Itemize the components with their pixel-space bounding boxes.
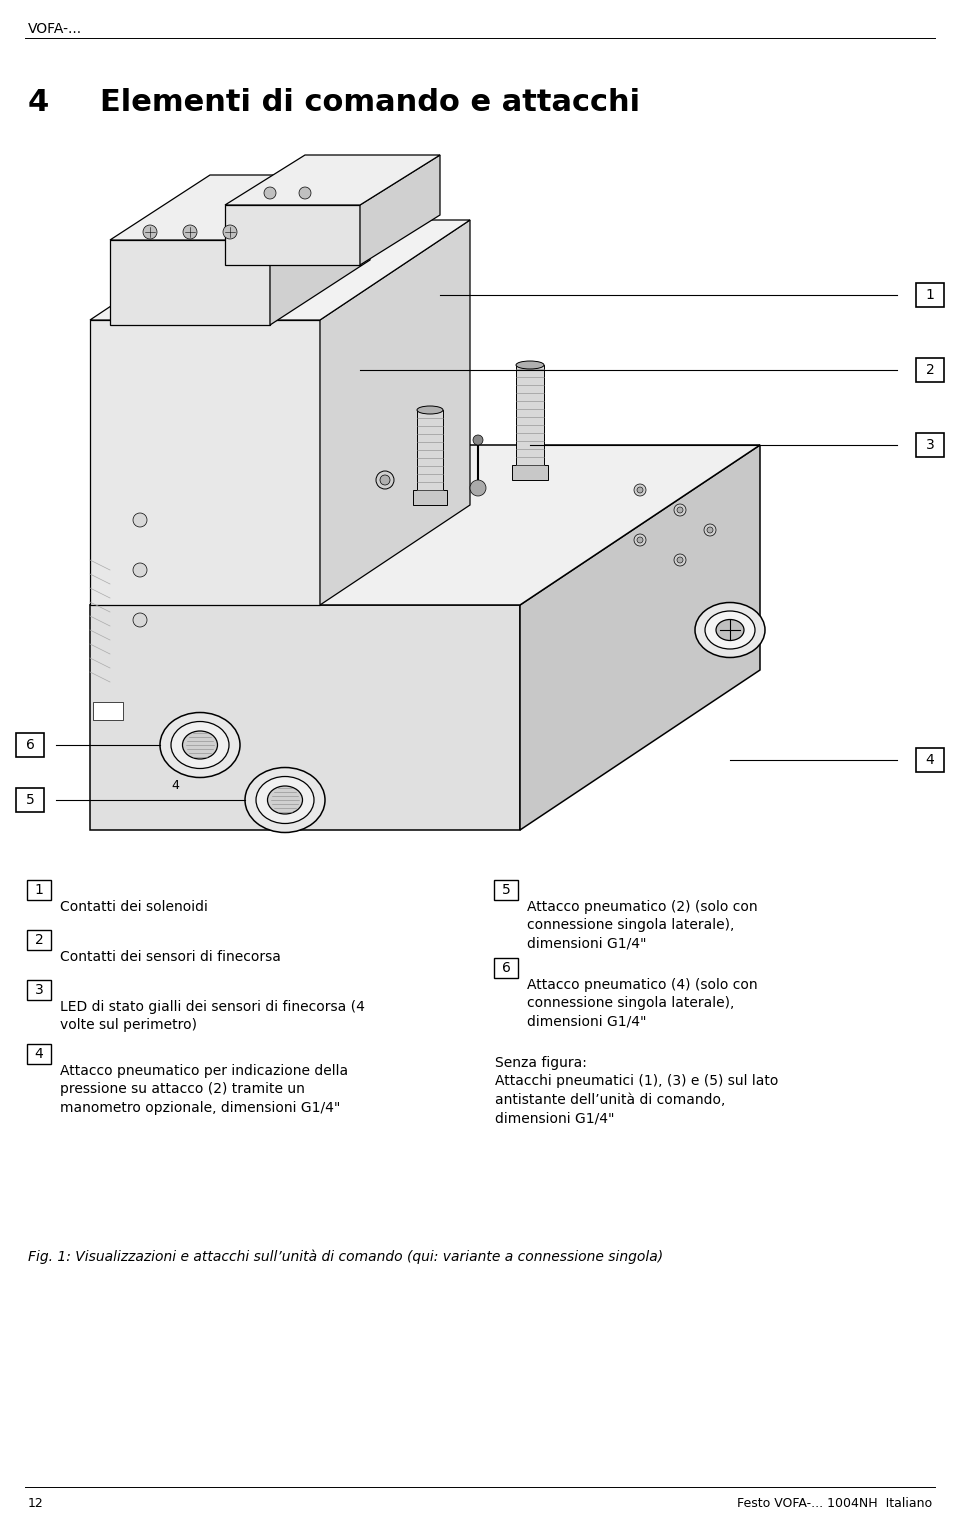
- Ellipse shape: [256, 777, 314, 824]
- Ellipse shape: [705, 611, 755, 649]
- Bar: [93, 702, 123, 720]
- Text: Attacco pneumatico (4) (solo con
connessione singola laterale),
dimensioni G1/4": Attacco pneumatico (4) (solo con conness…: [527, 978, 757, 1030]
- Text: 3: 3: [35, 982, 43, 998]
- Text: 4: 4: [28, 88, 49, 117]
- Text: 2: 2: [925, 362, 934, 378]
- Ellipse shape: [516, 361, 544, 369]
- FancyBboxPatch shape: [27, 931, 51, 950]
- Circle shape: [473, 436, 483, 445]
- Circle shape: [637, 538, 643, 544]
- Ellipse shape: [182, 731, 218, 758]
- Text: 6: 6: [501, 961, 511, 975]
- Text: 12: 12: [28, 1497, 44, 1509]
- Text: Attacco pneumatico (2) (solo con
connessione singola laterale),
dimensioni G1/4": Attacco pneumatico (2) (solo con conness…: [527, 900, 757, 950]
- Bar: [417, 410, 443, 490]
- Circle shape: [470, 480, 486, 496]
- Polygon shape: [110, 175, 370, 241]
- Circle shape: [299, 187, 311, 200]
- Circle shape: [677, 507, 683, 513]
- Circle shape: [133, 564, 147, 577]
- Polygon shape: [520, 445, 760, 830]
- FancyBboxPatch shape: [494, 958, 518, 978]
- Ellipse shape: [716, 620, 744, 641]
- Text: 6: 6: [26, 739, 35, 752]
- Circle shape: [637, 487, 643, 493]
- Polygon shape: [360, 155, 440, 265]
- Ellipse shape: [695, 603, 765, 658]
- Circle shape: [634, 535, 646, 547]
- Circle shape: [183, 225, 197, 239]
- Circle shape: [264, 187, 276, 200]
- Text: Contatti dei sensori di finecorsa: Contatti dei sensori di finecorsa: [60, 950, 281, 964]
- Polygon shape: [225, 155, 440, 206]
- Circle shape: [376, 471, 394, 489]
- FancyBboxPatch shape: [27, 1043, 51, 1065]
- Polygon shape: [90, 445, 760, 605]
- Polygon shape: [90, 219, 470, 320]
- Polygon shape: [225, 206, 360, 265]
- Text: 3: 3: [925, 439, 934, 452]
- FancyBboxPatch shape: [16, 733, 44, 757]
- FancyBboxPatch shape: [494, 880, 518, 900]
- Ellipse shape: [245, 768, 325, 833]
- Ellipse shape: [268, 786, 302, 813]
- FancyBboxPatch shape: [916, 358, 944, 382]
- Circle shape: [143, 225, 157, 239]
- Polygon shape: [320, 219, 470, 605]
- Circle shape: [674, 504, 686, 516]
- Bar: [512, 465, 548, 480]
- Text: Festo VOFA-... 1004NH  Italiano: Festo VOFA-... 1004NH Italiano: [737, 1497, 932, 1509]
- Text: Senza figura:
Attacchi pneumatici (1), (3) e (5) sul lato
antistante dell’unità : Senza figura: Attacchi pneumatici (1), (…: [495, 1055, 779, 1125]
- Text: Fig. 1: Visualizzazioni e attacchi sull’unità di comando (qui: variante a connes: Fig. 1: Visualizzazioni e attacchi sull’…: [28, 1250, 663, 1264]
- FancyBboxPatch shape: [916, 283, 944, 308]
- Polygon shape: [90, 605, 520, 830]
- Text: 1: 1: [35, 883, 43, 897]
- Text: 1: 1: [925, 288, 934, 302]
- Bar: [413, 490, 447, 506]
- Text: 4: 4: [171, 778, 179, 792]
- Text: LED di stato gialli dei sensori di finecorsa (4
volte sul perimetro): LED di stato gialli dei sensori di finec…: [60, 1001, 365, 1033]
- Text: 4: 4: [35, 1046, 43, 1062]
- Ellipse shape: [417, 407, 443, 414]
- Polygon shape: [270, 175, 370, 324]
- Polygon shape: [110, 241, 270, 324]
- Circle shape: [223, 225, 237, 239]
- FancyBboxPatch shape: [916, 433, 944, 457]
- Circle shape: [133, 513, 147, 527]
- Text: Elementi di comando e attacchi: Elementi di comando e attacchi: [100, 88, 640, 117]
- Circle shape: [674, 554, 686, 567]
- Text: VOFA-...: VOFA-...: [28, 21, 83, 37]
- Circle shape: [634, 484, 646, 496]
- Circle shape: [380, 475, 390, 484]
- Text: Contatti dei solenoidi: Contatti dei solenoidi: [60, 900, 208, 914]
- Text: 5: 5: [26, 793, 35, 807]
- FancyBboxPatch shape: [916, 748, 944, 772]
- Circle shape: [704, 524, 716, 536]
- Circle shape: [707, 527, 713, 533]
- Bar: [516, 366, 544, 465]
- Text: 5: 5: [502, 883, 511, 897]
- FancyBboxPatch shape: [27, 979, 51, 1001]
- Text: 2: 2: [35, 934, 43, 947]
- FancyBboxPatch shape: [27, 880, 51, 900]
- Circle shape: [133, 612, 147, 627]
- Polygon shape: [90, 320, 320, 605]
- Ellipse shape: [171, 722, 229, 769]
- Text: 4: 4: [925, 752, 934, 768]
- Text: 2: 2: [267, 806, 274, 815]
- Ellipse shape: [160, 713, 240, 778]
- Circle shape: [677, 557, 683, 564]
- Text: Attacco pneumatico per indicazione della
pressione su attacco (2) tramite un
man: Attacco pneumatico per indicazione della…: [60, 1065, 348, 1115]
- FancyBboxPatch shape: [16, 787, 44, 812]
